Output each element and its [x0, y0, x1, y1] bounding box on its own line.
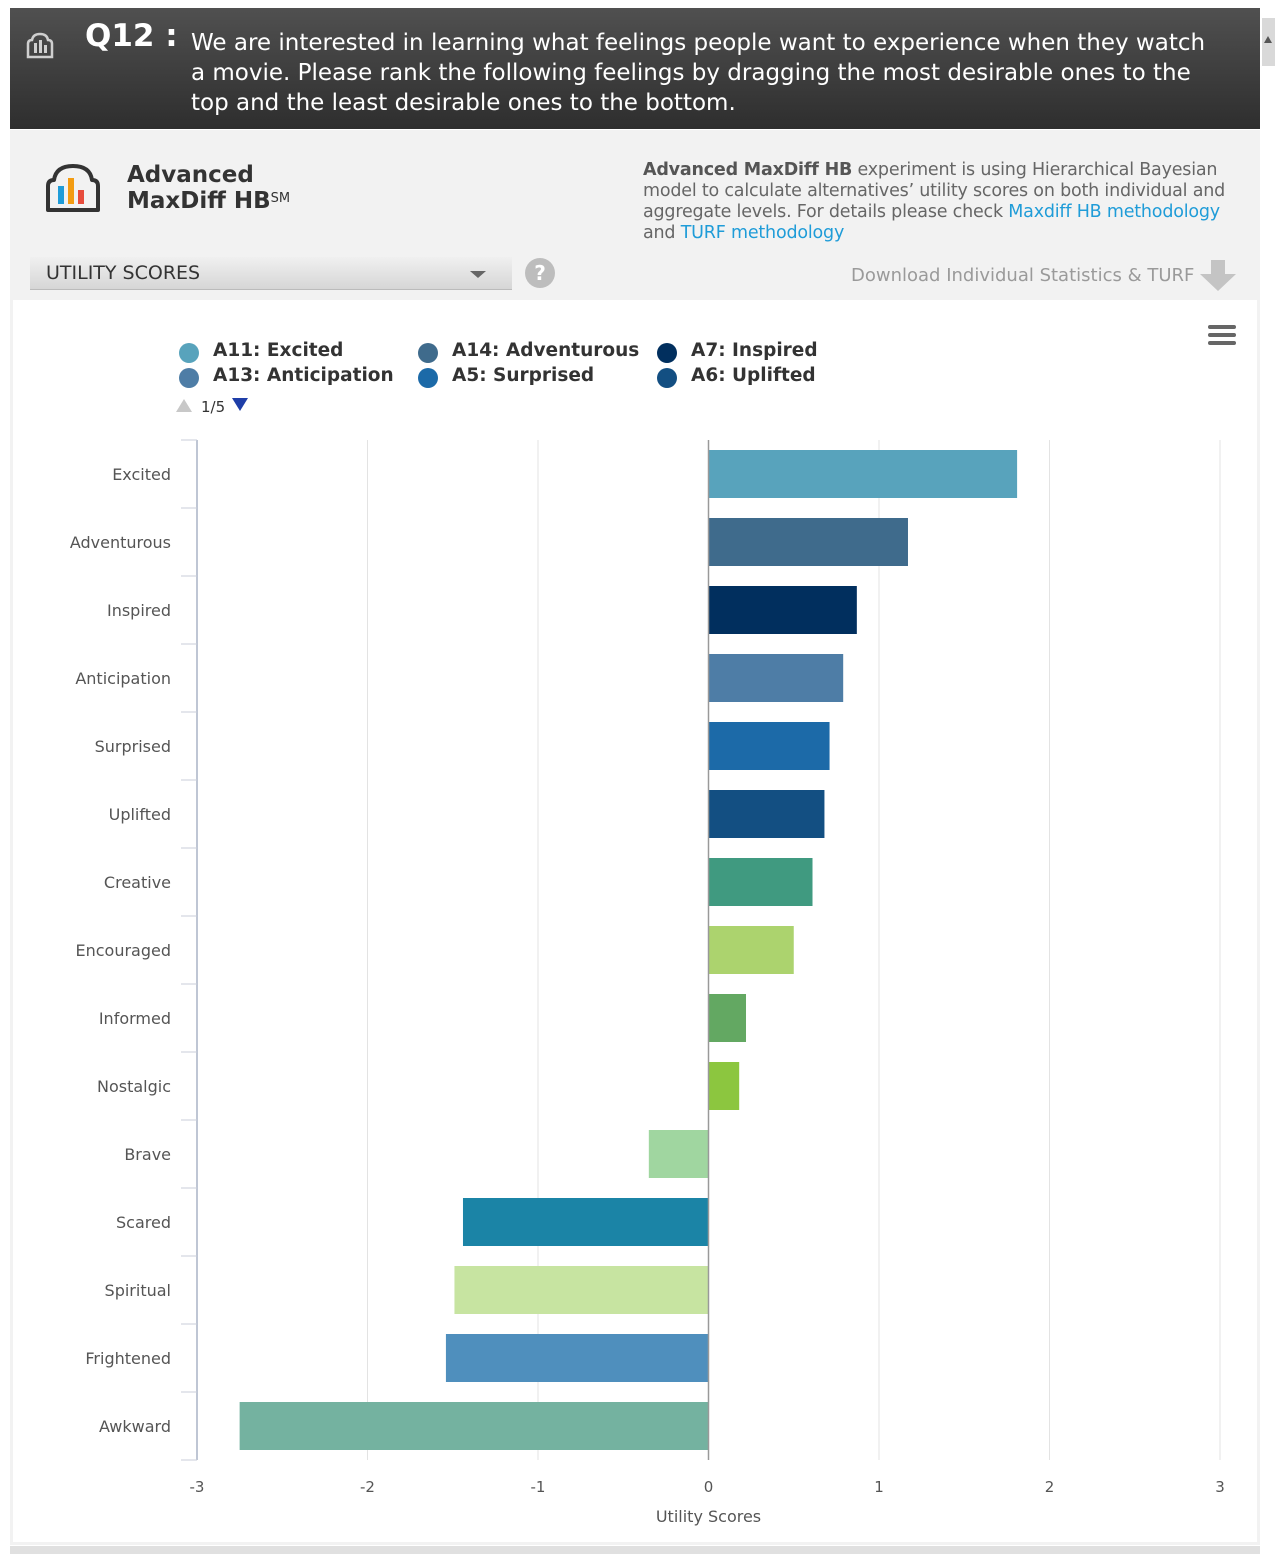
score-type-dropdown[interactable]: UTILITY SCORES [30, 257, 512, 290]
x-axis-title: Utility Scores [656, 1507, 761, 1526]
bar[interactable] [462, 1198, 709, 1246]
brand-superscript: SM [270, 191, 291, 206]
legend-label: A11: Excited [213, 340, 344, 361]
legend-next-icon[interactable] [232, 398, 248, 411]
x-tick-label: -2 [360, 1478, 375, 1496]
description-text2: and [643, 223, 681, 243]
bar[interactable] [708, 586, 857, 634]
category-label: Adventurous [70, 533, 171, 552]
bar[interactable] [708, 994, 747, 1042]
bar[interactable] [239, 1402, 709, 1450]
category-label: Inspired [107, 601, 171, 620]
bar[interactable] [708, 926, 794, 974]
bar[interactable] [708, 450, 1018, 498]
category-label: Excited [112, 465, 171, 484]
scrollbar[interactable] [1262, 18, 1275, 66]
download-statistics-link[interactable]: Download Individual Statistics & TURF [851, 265, 1195, 286]
help-icon[interactable]: ? [525, 258, 555, 288]
brand-line2: MaxDiff HB [127, 188, 271, 214]
legend-marker [418, 343, 438, 363]
x-tick-label: 3 [1215, 1478, 1225, 1496]
description-bold: Advanced MaxDiff HB [643, 160, 853, 180]
dropdown-value: UTILITY SCORES [46, 262, 201, 284]
utility-bar-chart: Excited Adventurous Inspired Anticipation Su… [70, 439, 1225, 1526]
category-label: Spiritual [105, 1281, 171, 1300]
chevron-down-icon [470, 271, 486, 278]
x-tick-label: -1 [531, 1478, 546, 1496]
x-tick-label: 1 [874, 1478, 884, 1496]
legend-label: A5: Surprised [452, 365, 595, 386]
description-text1: experiment is using Hierarchical Bayesia… [643, 160, 1226, 222]
category-label: Uplifted [109, 805, 171, 824]
legend-marker [179, 343, 199, 363]
category-label: Scared [116, 1213, 171, 1232]
bar[interactable] [708, 1062, 740, 1110]
category-label: Frightened [85, 1349, 171, 1368]
x-tick-label: 2 [1045, 1478, 1055, 1496]
category-label: Brave [124, 1145, 171, 1164]
category-label: Awkward [99, 1417, 171, 1436]
question-number: Q12 : [85, 18, 178, 54]
bar[interactable] [708, 518, 908, 566]
bar[interactable] [454, 1266, 709, 1314]
category-label: Nostalgic [97, 1077, 171, 1096]
category-label: Surprised [95, 737, 171, 756]
method-description: Advanced MaxDiff HB experiment is using … [643, 160, 1248, 244]
legend-page: 1/5 [201, 398, 226, 416]
brand-title: Advanced MaxDiff HBSM [127, 162, 290, 214]
panel-bottom-border [10, 1546, 1260, 1554]
legend-marker [657, 368, 677, 388]
category-label: Anticipation [75, 669, 171, 688]
x-tick-label: -3 [190, 1478, 205, 1496]
bar[interactable] [708, 654, 844, 702]
bar[interactable] [445, 1334, 709, 1382]
maxdiff-logo-icon [46, 164, 100, 212]
bar[interactable] [708, 858, 813, 906]
bar[interactable] [648, 1130, 709, 1178]
scroll-up-icon[interactable] [1264, 36, 1272, 43]
legend-label: A7: Inspired [691, 340, 818, 361]
bar[interactable] [708, 790, 825, 838]
legend-label: A6: Uplifted [691, 365, 816, 386]
category-label: Encouraged [75, 941, 171, 960]
chart-icon [26, 32, 54, 59]
legend-marker [657, 343, 677, 363]
chart-area: A11: Excited A14: Adventurous A7: Inspir… [13, 300, 1257, 1542]
category-label: Informed [99, 1009, 171, 1028]
turf-methodology-link[interactable]: TURF methodology [680, 223, 845, 243]
chart-menu-icon[interactable] [1208, 325, 1238, 349]
x-tick-label: 0 [704, 1478, 714, 1496]
question-header: Q12 : We are interested in learning what… [10, 8, 1260, 129]
question-text: We are interested in learning what feeli… [191, 30, 1206, 116]
brand-line1: Advanced [127, 162, 254, 188]
maxdiff-methodology-link[interactable]: Maxdiff HB methodology [1008, 202, 1220, 222]
results-panel: Advanced MaxDiff HBSM Advanced MaxDiff H… [10, 130, 1260, 1545]
legend-label: A14: Adventurous [452, 340, 640, 361]
legend-marker [179, 368, 199, 388]
legend-prev-icon[interactable] [176, 399, 192, 412]
category-label: Creative [104, 873, 171, 892]
legend-marker [418, 368, 438, 388]
download-arrow-icon[interactable] [1199, 260, 1237, 292]
bar[interactable] [708, 722, 830, 770]
legend-label: A13: Anticipation [213, 365, 394, 386]
